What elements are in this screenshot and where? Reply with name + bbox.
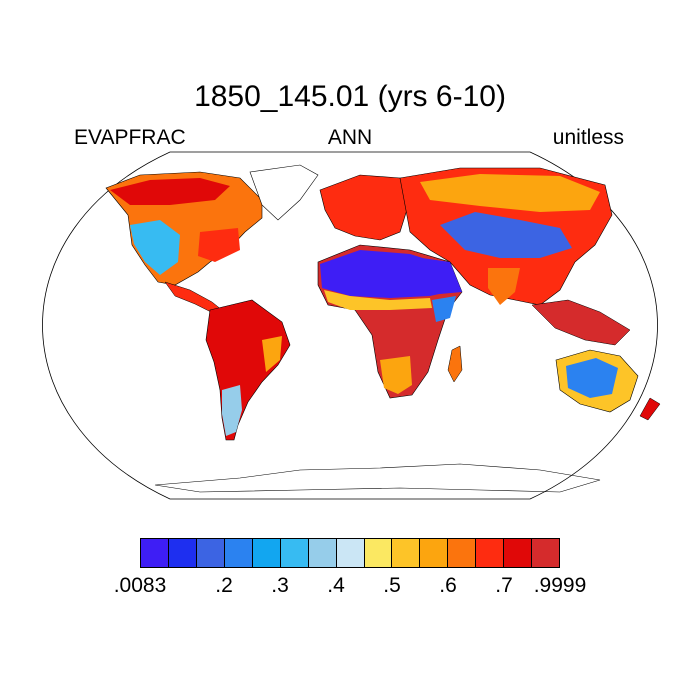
island-madagascar [447, 345, 463, 383]
region-patagonia-dry [222, 385, 242, 436]
colorbar [140, 538, 560, 568]
region-eastern-us [198, 228, 240, 262]
colorbar-box-12 [448, 539, 477, 567]
plot-title: 1850_145.01 (yrs 6-10) [194, 80, 506, 113]
region-australia-interior-dry [566, 358, 618, 398]
colorbar-box-4 [224, 539, 253, 567]
region-arabia-dry [422, 258, 462, 294]
region-southeast-asia-islands [531, 299, 631, 346]
colorbar-box-6 [280, 539, 309, 567]
colorbar-tick-label: .5 [383, 574, 401, 597]
colorbar-box-10 [392, 539, 421, 567]
colorbar-tick-label: .3 [271, 574, 289, 597]
region-siberia [420, 174, 600, 212]
region-canada-north [110, 178, 230, 205]
region-india [488, 268, 520, 305]
colorbar-tick-label: .4 [327, 574, 345, 597]
continent-antarctica [154, 463, 601, 493]
colorbar-box-15 [532, 539, 560, 567]
colorbar-box-1 [141, 539, 169, 567]
colorbar-box-14 [504, 539, 533, 567]
colorbar-tick-label: .0083 [113, 574, 167, 597]
continent-greenland [249, 164, 319, 221]
colorbar-box-3 [196, 539, 225, 567]
season-label: ANN [327, 126, 373, 149]
region-western-us-dry [130, 220, 180, 275]
region-central-asia-dry [440, 212, 572, 258]
units-label: unitless [552, 126, 624, 149]
region-horn-africa [432, 296, 456, 322]
colorbar-tick-label: .9999 [533, 574, 587, 597]
region-brazil-east [262, 336, 282, 372]
colorbar-tick-label: .2 [215, 574, 233, 597]
colorbar-tick-label: .7 [495, 574, 513, 597]
colorbar-box-13 [476, 539, 505, 567]
colorbar-box-2 [168, 539, 197, 567]
colorbar-box-8 [336, 539, 365, 567]
colorbar-box-11 [420, 539, 449, 567]
colorbar-box-7 [308, 539, 337, 567]
variable-label: EVAPFRAC [74, 126, 186, 149]
island-new-zealand [639, 397, 661, 421]
colorbar-box-9 [364, 539, 393, 567]
colorbar-tick-label: .6 [439, 574, 457, 597]
region-southern-africa-dry [380, 356, 412, 394]
region-sahel [324, 290, 432, 310]
continent-europe [319, 174, 411, 241]
colorbar-box-5 [252, 539, 281, 567]
